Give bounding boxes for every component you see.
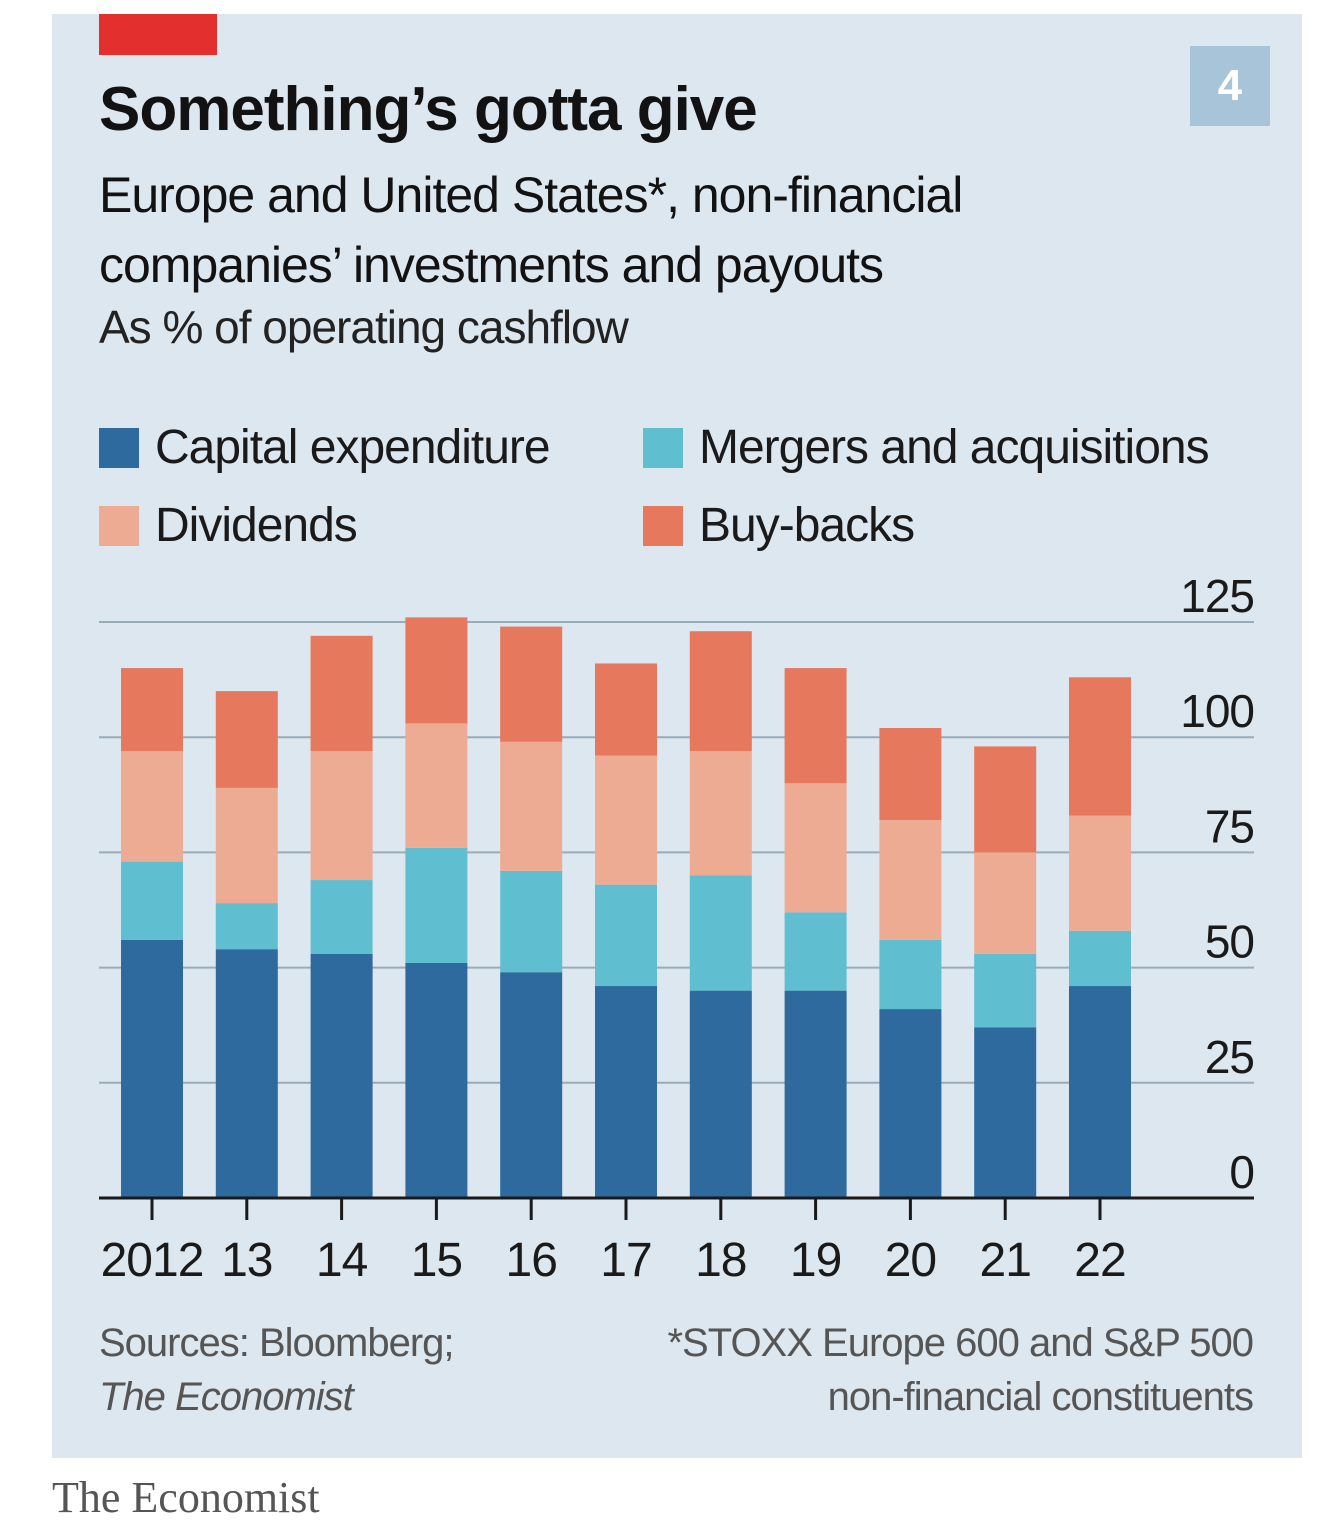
bar-segment-capex	[310, 953, 373, 1198]
bar-segment-buybacks	[974, 746, 1037, 853]
bar-segment-capex	[595, 986, 657, 1198]
bar-segment-buybacks	[310, 635, 373, 752]
legend-item-dividends: Dividends	[99, 498, 358, 553]
bar-segment-buybacks	[121, 668, 183, 752]
legend-label-dividends: Dividends	[155, 499, 358, 552]
sources-publication: The Economist	[99, 1375, 354, 1419]
bar-segment-dividends	[310, 751, 373, 881]
bar-segment-dividends	[121, 751, 183, 862]
x-tick-label: 22	[1074, 1234, 1125, 1287]
bar-segment-capex	[500, 972, 563, 1198]
y-tick-label: 100	[1180, 685, 1254, 737]
x-tick-label: 14	[316, 1234, 368, 1287]
bar-segment-mna	[879, 939, 942, 1010]
y-tick-label: 50	[1205, 916, 1254, 968]
y-tick-label: 125	[1180, 570, 1254, 622]
bar-segment-capex	[689, 990, 752, 1198]
bar-segment-capex	[121, 939, 183, 1198]
bar-segment-buybacks	[405, 617, 468, 724]
x-tick-label: 21	[980, 1234, 1031, 1287]
legend-item-capex: Capital expenditure	[99, 420, 551, 475]
bar-segment-mna	[405, 847, 468, 963]
sources-prefix: Sources: Bloomberg;	[99, 1321, 455, 1365]
legend-item-mna: Mergers and acquisitions	[643, 420, 1210, 475]
bar-segment-mna	[974, 953, 1037, 1028]
bar-segment-mna	[121, 861, 183, 940]
bar-segment-capex	[879, 1009, 942, 1198]
x-tick-label: 18	[695, 1234, 746, 1287]
bar-segment-mna	[310, 880, 373, 954]
bar-segment-buybacks	[1069, 677, 1131, 816]
legend-label-buybacks: Buy-backs	[699, 499, 915, 552]
bar-segment-buybacks	[784, 668, 847, 784]
chart-unit-label: As % of operating cashflow	[99, 301, 629, 353]
bar-segment-mna	[1069, 930, 1131, 987]
legend-label-capex: Capital expenditure	[155, 421, 551, 474]
legend-swatch-mna	[643, 427, 683, 468]
legend-swatch-buybacks	[643, 505, 683, 546]
legend-label-mna: Mergers and acquisitions	[699, 421, 1210, 474]
bar-segment-buybacks	[689, 631, 752, 752]
brand-logo: The Economist	[52, 1473, 320, 1522]
bar-segment-buybacks	[500, 626, 563, 742]
bar-segment-mna	[595, 884, 657, 987]
y-tick-label: 75	[1205, 800, 1254, 852]
bar-segment-mna	[500, 870, 563, 973]
footnote-line-1: *STOXX Europe 600 and S&P 500	[667, 1321, 1254, 1365]
bar-segment-capex	[405, 962, 468, 1198]
chart-title: Something’s gotta give	[99, 75, 758, 144]
bar-segment-capex	[1069, 986, 1131, 1198]
bar-segment-dividends	[1069, 815, 1131, 931]
y-tick-label: 25	[1205, 1031, 1254, 1083]
x-tick-label: 2012	[101, 1234, 204, 1287]
footnote: *STOXX Europe 600 and S&P 500 non-financ…	[553, 1316, 1254, 1424]
bar-segment-dividends	[784, 783, 847, 913]
legend-swatch-capex	[99, 427, 139, 468]
x-tick-label: 19	[790, 1234, 841, 1287]
footnote-line-2: non-financial constituents	[827, 1375, 1254, 1419]
x-tick-label: 17	[600, 1234, 651, 1287]
chart-number-badge: 4	[1190, 46, 1270, 126]
chart-subtitle: Europe and United States*, non-financial…	[99, 167, 963, 293]
y-tick-label: 0	[1229, 1146, 1254, 1198]
bar-segment-dividends	[689, 751, 752, 876]
bar-segment-dividends	[405, 723, 468, 848]
bar-segment-capex	[215, 949, 278, 1198]
x-tick-label: 13	[221, 1234, 272, 1287]
bar-segment-dividends	[974, 852, 1037, 954]
bar-segment-buybacks	[215, 691, 278, 788]
x-tick-label: 16	[506, 1234, 557, 1287]
bar-segment-dividends	[879, 820, 942, 940]
bar-segment-mna	[784, 912, 847, 991]
bar-segment-capex	[974, 1027, 1037, 1198]
legend-swatch-dividends	[99, 505, 139, 546]
bar-segment-mna	[215, 903, 278, 950]
sources-note: Sources: Bloomberg; The Economist	[99, 1316, 455, 1424]
x-tick-label: 15	[411, 1234, 462, 1287]
bar-segment-mna	[689, 875, 752, 991]
bar-segment-dividends	[595, 755, 657, 885]
bar-segment-dividends	[215, 787, 278, 904]
bar-segment-buybacks	[595, 663, 657, 756]
legend-item-buybacks: Buy-backs	[643, 498, 915, 553]
bar-segment-dividends	[500, 741, 563, 871]
bar-segment-capex	[784, 990, 847, 1198]
x-tick-label: 20	[885, 1234, 936, 1287]
red-tab-marker	[99, 14, 217, 55]
bar-segment-buybacks	[879, 727, 942, 821]
